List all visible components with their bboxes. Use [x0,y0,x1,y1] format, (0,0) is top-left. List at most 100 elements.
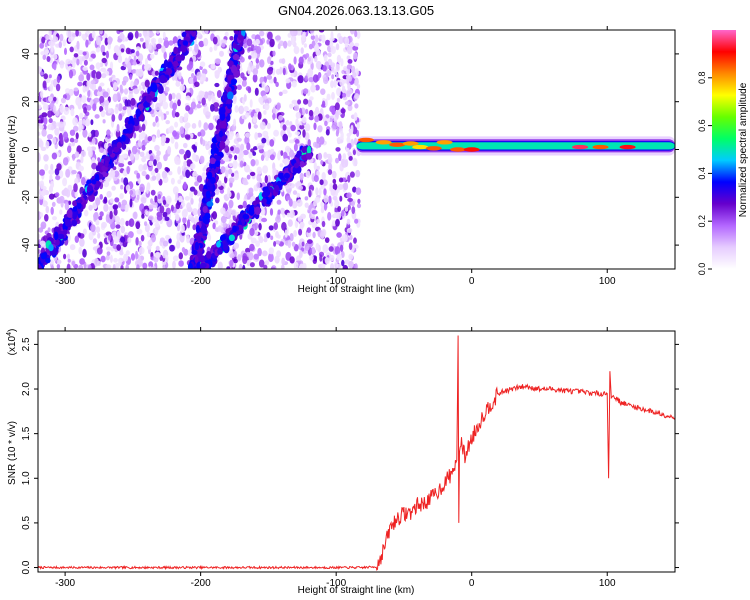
spectrogram-cell [45,257,51,264]
spectrogram-cell [211,211,218,220]
spectrogram-cell [284,145,291,153]
spectrogram-cell [165,120,170,125]
spectrogram-cell [252,238,256,244]
spectrogram-cell [213,102,220,108]
spectrogram-cell [242,200,247,209]
y-tick-label: 0.5 [21,516,32,530]
spectrogram-cell [125,123,131,130]
spectrogram-cell [39,212,44,218]
spectrogram-cell [176,92,182,102]
spectrogram-cell [243,106,249,112]
spectrogram-cell [305,170,311,179]
spectrogram-cell [75,30,79,37]
spectrogram-cell [127,32,134,41]
spectrogram-peak [358,137,374,143]
spectrogram-cell [293,143,298,152]
spectrogram-cell [68,88,74,96]
spectrogram-cell [303,98,309,105]
spectrogram-cell [233,173,239,181]
spectrogram-cell [148,42,152,51]
spectrogram-cell [62,39,66,47]
spectrogram-cell [139,151,145,157]
spectrogram-cell [327,156,333,164]
spectrogram-cell [135,189,141,197]
spectrogram-cell [41,36,46,44]
x-tick-label: -300 [55,578,75,589]
spectrogram-cell [162,101,169,110]
spectrogram-cell [167,61,173,69]
spectrogram-cell [301,37,306,42]
spectrogram-cell [194,43,199,53]
spectrogram-cell [263,110,267,115]
spectrogram-cell [66,253,71,260]
spectrogram-cell [324,237,330,244]
spectrogram-cell [266,232,271,239]
spectrogram-cell [179,175,184,180]
spectrogram-cell [308,43,313,50]
spectrogram-cell [156,43,162,49]
spectrogram-cell [301,116,307,124]
spectrogram-cell [63,253,67,260]
spectrogram-cell [125,250,130,256]
spectrogram-cell [90,119,94,126]
spectrogram-cell [200,91,205,96]
spectrogram-y-ticks: -40 -20 0 20 40 [21,48,679,252]
spectrogram-cell [86,146,92,152]
spectrogram-cell [55,239,60,246]
spectrogram-cell [242,76,247,81]
spectrogram-cell [347,59,353,64]
spectrogram-cell [207,94,212,102]
spectrogram-cell [46,56,51,62]
spectrogram-cell [123,88,129,95]
spectrogram-cell [67,145,72,154]
spectrogram-cell [213,107,219,112]
spectrogram-cell [253,124,258,129]
spectrogram-cell [210,162,217,171]
colorbar-tick-label: 0.2 [697,215,707,228]
spectrogram-cell [179,204,183,210]
spectrogram-cell [105,50,109,59]
spectrogram-cell [266,74,273,80]
spectrogram-cell [275,231,279,238]
spectrogram-cell [91,179,97,185]
spectrogram-cell [143,163,148,170]
spectrogram-cell [106,251,111,256]
spectrogram-cell [78,246,83,255]
spectrogram-cell [156,150,161,156]
spectrogram-cell [290,124,296,132]
spectrogram-cell [100,110,106,118]
spectrogram-cell [136,228,143,235]
spectrogram-cell [77,97,82,106]
spectrogram-cell [53,62,57,71]
spectrogram-cell [184,122,191,129]
spectrogram-cell [148,160,153,166]
spectrogram-cell [281,58,286,65]
spectrogram-cell [330,62,336,68]
spectrogram-cell [81,56,86,62]
spectrogram-cell [74,151,80,158]
spectrogram-cell [180,224,185,234]
spectrogram-cell [268,225,274,231]
spectrogram-cell [315,242,320,251]
spectrogram-cell [250,111,254,118]
spectrogram-cell [346,192,352,199]
spectrogram-cell [124,99,129,107]
spectrogram-cell [125,184,131,192]
spectrogram-cell [67,37,73,43]
spectrogram-cell [217,261,223,269]
spectrogram-cell [42,54,47,60]
spectrogram-cell [89,64,95,71]
spectrogram-cell [79,112,84,120]
spectrogram-cell [248,151,253,159]
spectrogram-cell [95,47,100,53]
spectrogram-cell [175,192,179,202]
spectrogram-cell [133,80,138,88]
spectrogram-cell [148,32,155,37]
spectrogram-cell [83,59,88,66]
spectrogram-cell [229,36,234,41]
spectrogram-cell [40,51,45,56]
spectrogram-cell [335,43,340,51]
spectrogram-cell [315,60,322,70]
spectrogram-cell [335,130,339,137]
spectrogram-cell [45,34,50,40]
